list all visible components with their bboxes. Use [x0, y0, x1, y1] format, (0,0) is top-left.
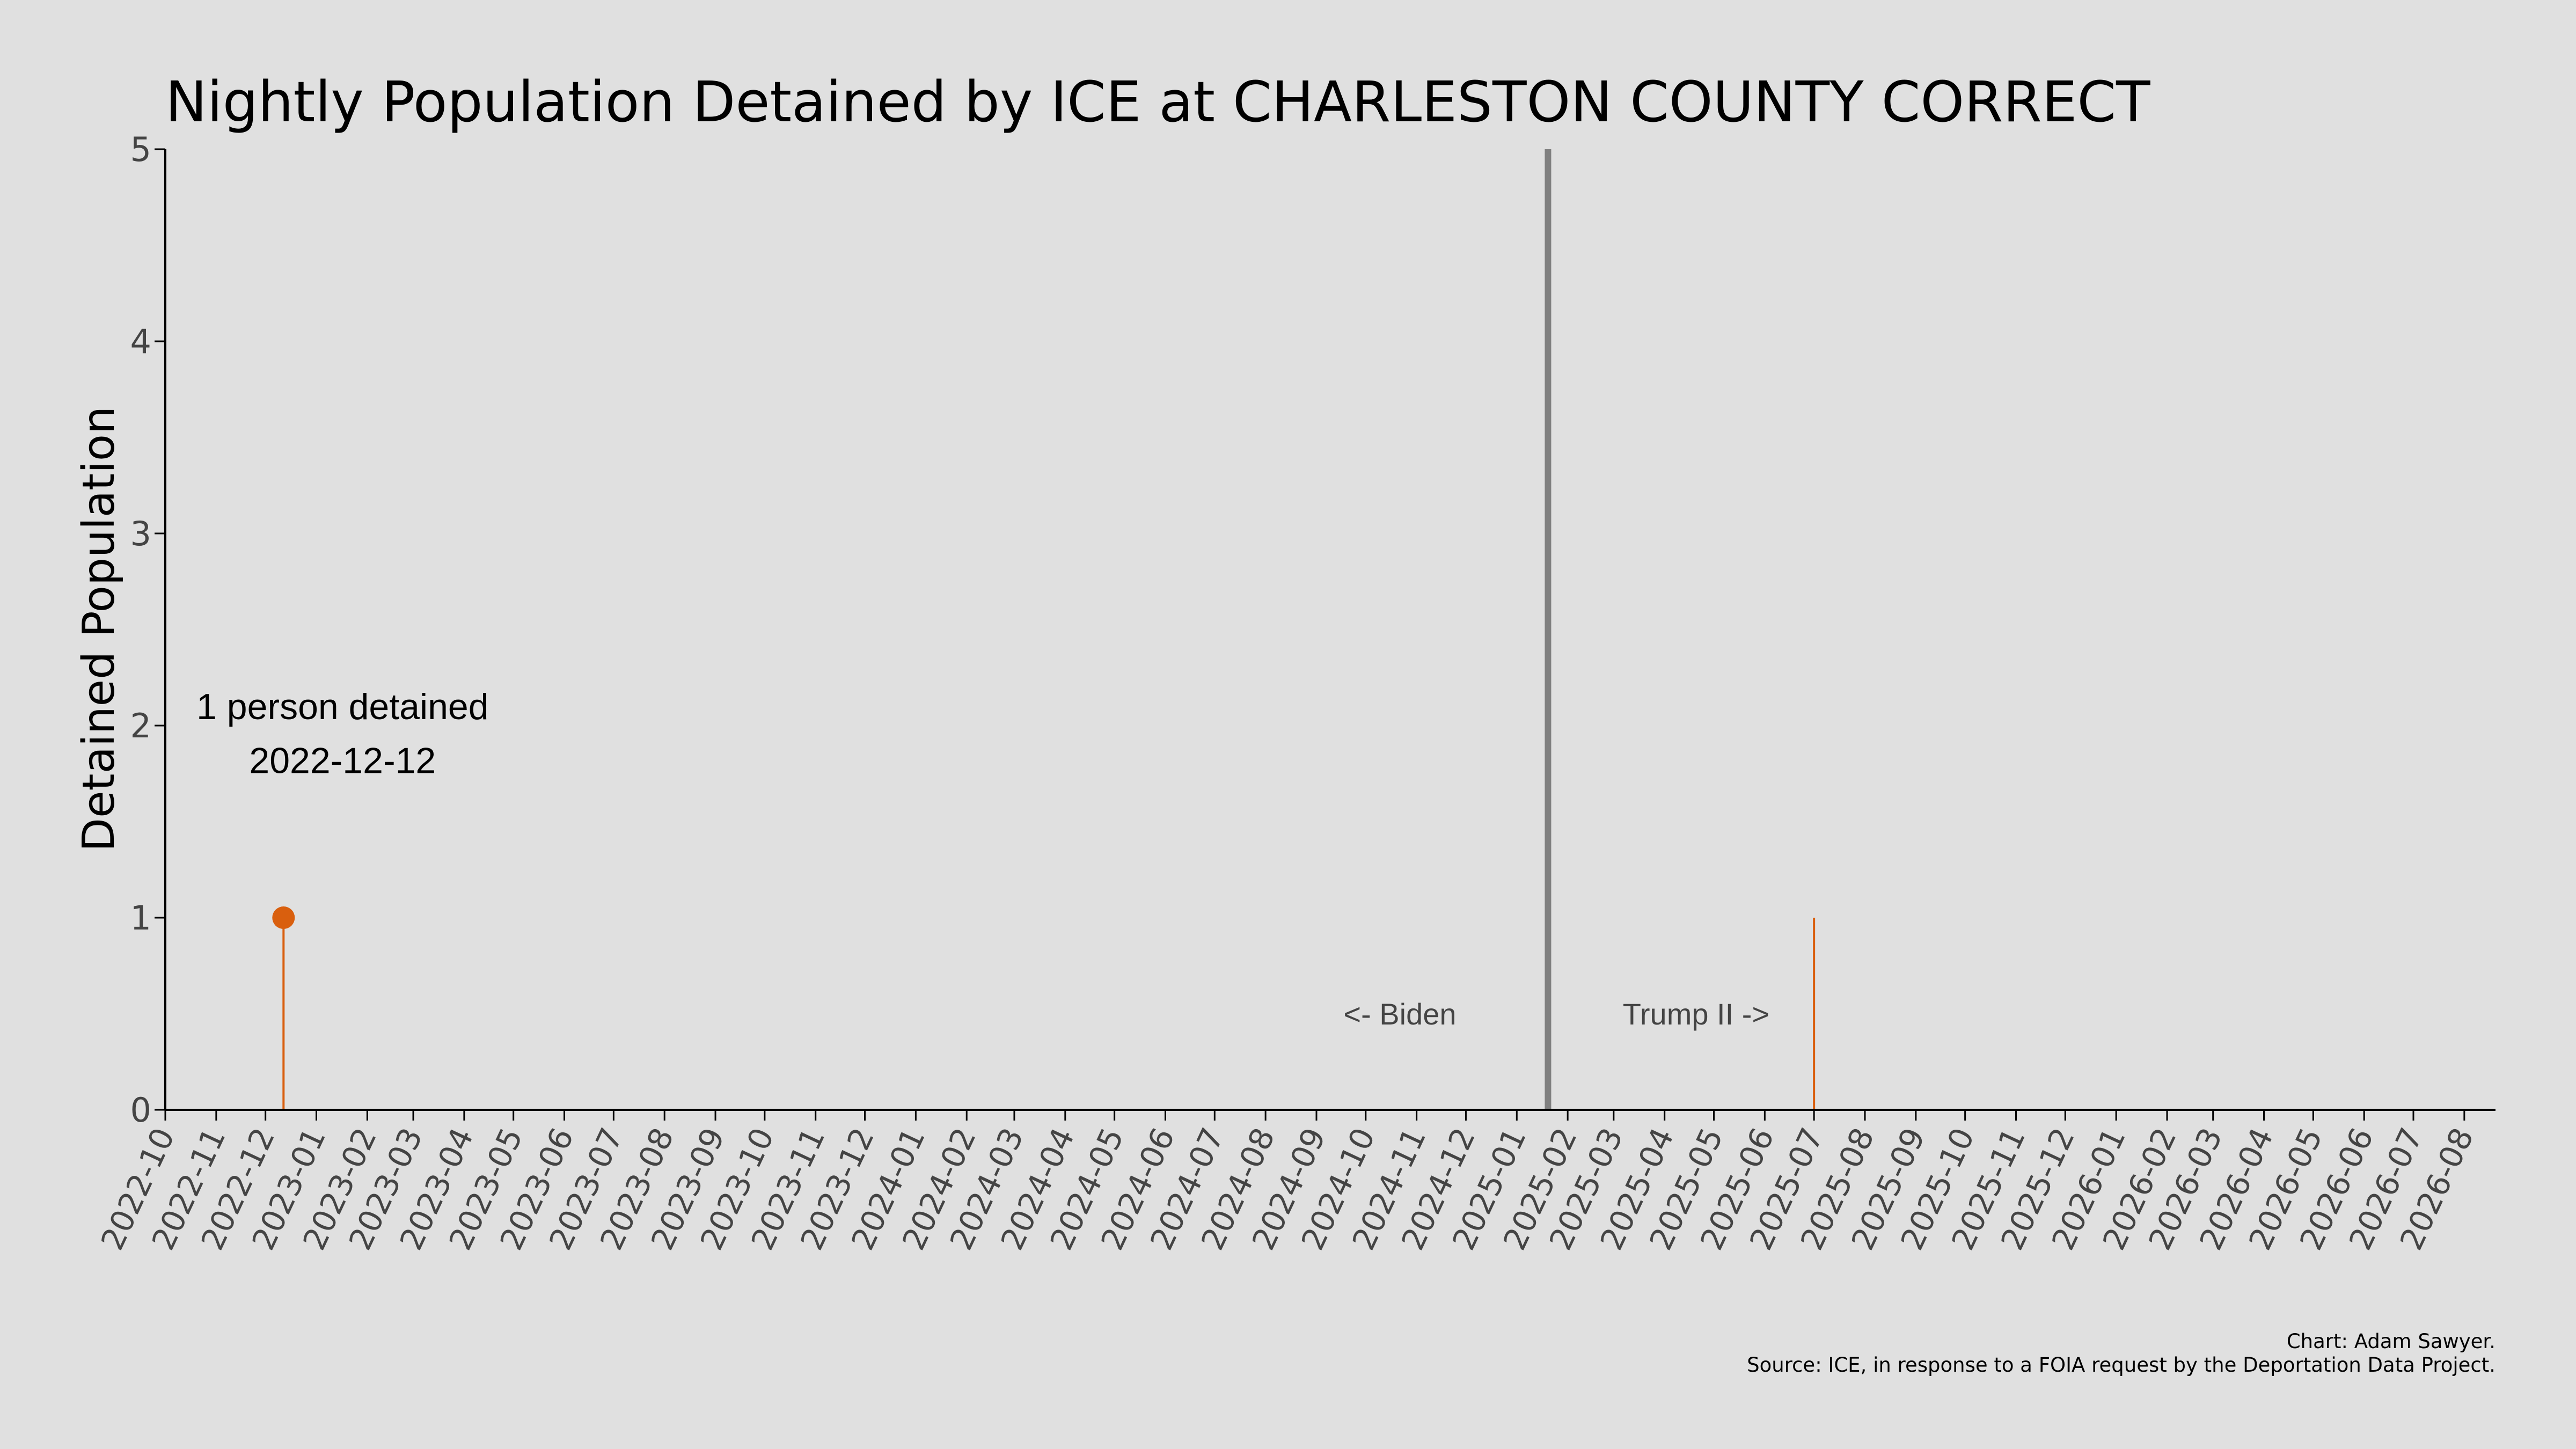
- y-tick-label: 5: [130, 130, 151, 169]
- chart-source: Source: ICE, in response to a FOIA reque…: [1747, 1353, 2496, 1377]
- annotation-count: 1 person detained: [196, 686, 488, 727]
- plot-area: 0 1 2 3 4 5 2022-102022-112022-122023-012023-…: [94, 130, 2496, 1256]
- y-tick-label: 1: [130, 898, 151, 938]
- y-tick-label: 3: [130, 514, 151, 553]
- y-axis-label: Detained Population: [74, 406, 125, 852]
- annotation-date: 2022-12-12: [249, 740, 436, 781]
- chart-title: Nightly Population Detained by ICE at CH…: [165, 69, 2150, 135]
- y-tick-label: 4: [130, 322, 151, 361]
- y-axis: 0 1 2 3 4 5: [130, 130, 165, 1130]
- series-layer: [282, 918, 1816, 1110]
- y-tick-label: 0: [130, 1091, 151, 1130]
- chart-credit: Chart: Adam Sawyer.: [2287, 1330, 2496, 1353]
- era-label-trump: Trump II ->: [1623, 997, 1769, 1031]
- era-label-biden: <- Biden: [1343, 997, 1456, 1031]
- y-tick-label: 2: [130, 706, 151, 745]
- highlight-point: [272, 906, 295, 929]
- x-axis: 2022-102022-112022-122023-012023-022023-…: [94, 1110, 2481, 1256]
